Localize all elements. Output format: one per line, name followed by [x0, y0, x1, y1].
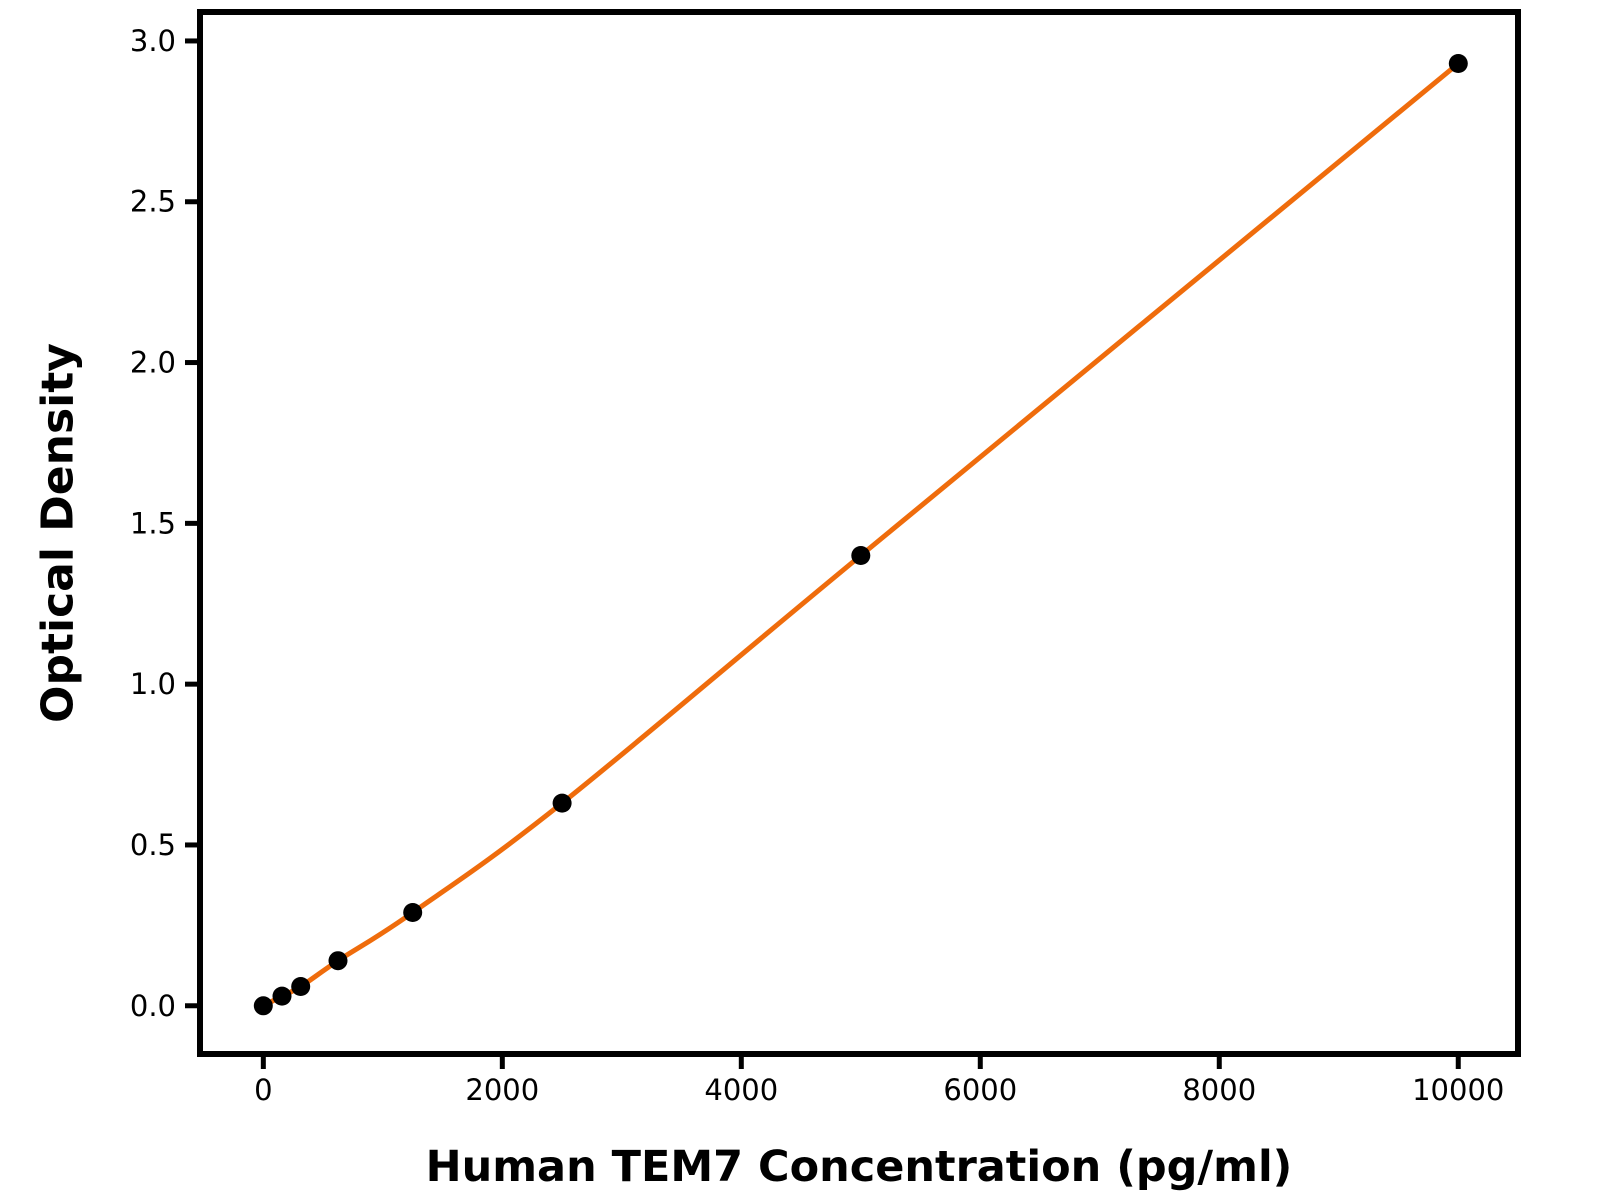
- y-tick-label: 0.5: [130, 828, 176, 862]
- y-axis-title: Optical Density: [32, 343, 84, 723]
- data-point: [403, 903, 423, 922]
- data-point: [851, 546, 871, 565]
- x-tick-label: 6000: [943, 1073, 1017, 1107]
- y-tick-label: 0.0: [130, 989, 176, 1023]
- data-point: [552, 793, 572, 813]
- data-point: [272, 986, 292, 1006]
- y-tick-label: 1.0: [130, 667, 176, 701]
- fit-curve: [260, 61, 1461, 1009]
- data-point: [1448, 54, 1468, 73]
- y-tick-label: 1.5: [130, 506, 176, 540]
- y-tick-label: 2.5: [130, 185, 176, 219]
- x-tick-label: 10000: [1412, 1073, 1504, 1107]
- x-axis-title: Human TEM7 Concentration (pg/ml): [425, 1142, 1293, 1192]
- y-tick-label: 2.0: [130, 346, 176, 380]
- data-point: [328, 951, 348, 971]
- x-tick-label: 2000: [465, 1073, 539, 1107]
- x-tick-label: 0: [254, 1073, 272, 1107]
- x-tick-label: 8000: [1182, 1073, 1256, 1107]
- y-tick-label: 3.0: [130, 24, 176, 58]
- data-point: [253, 996, 273, 1016]
- data-point: [291, 977, 311, 996]
- plot-border: [197, 9, 1521, 1057]
- x-tick-label: 4000: [704, 1073, 778, 1107]
